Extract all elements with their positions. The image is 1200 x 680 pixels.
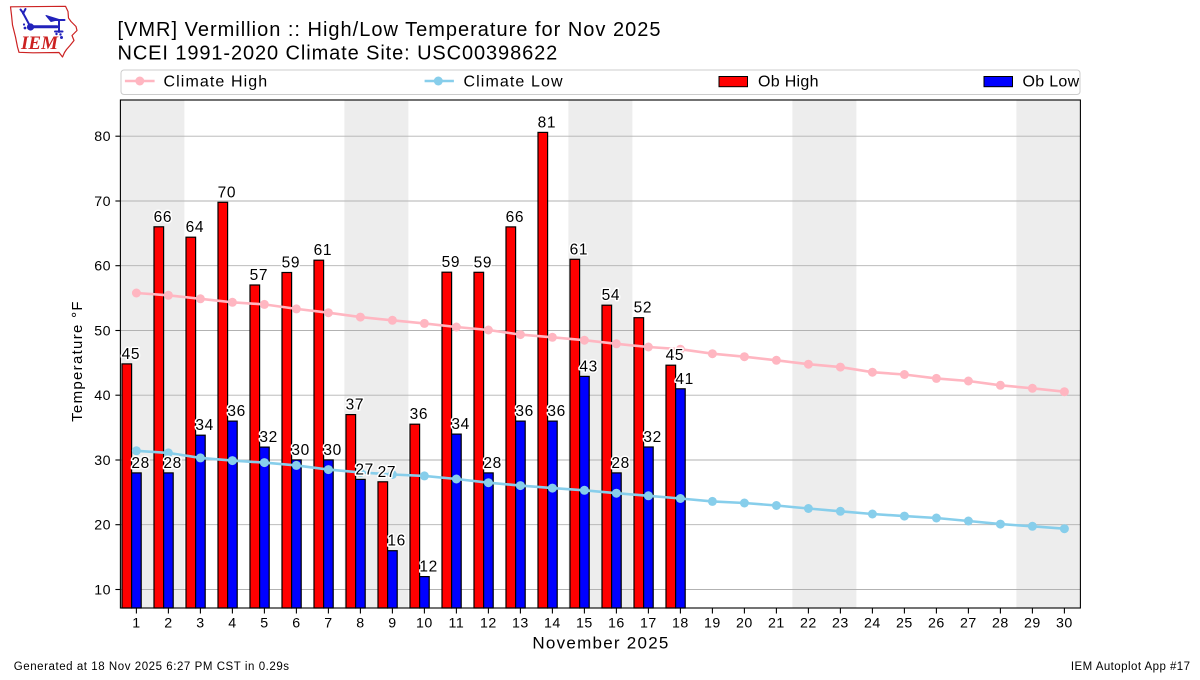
svg-text:59: 59 <box>442 254 461 271</box>
svg-text:November 2025: November 2025 <box>532 634 669 653</box>
svg-text:Climate High: Climate High <box>164 74 269 91</box>
svg-text:26: 26 <box>928 616 945 632</box>
svg-text:2: 2 <box>164 616 172 632</box>
svg-text:Temperature °F: Temperature °F <box>69 300 86 422</box>
svg-text:5: 5 <box>260 616 268 632</box>
svg-text:16: 16 <box>608 616 625 632</box>
svg-text:30: 30 <box>291 442 310 459</box>
svg-text:Ob Low: Ob Low <box>1023 74 1080 91</box>
svg-text:70: 70 <box>218 184 237 201</box>
svg-text:54: 54 <box>602 287 621 304</box>
svg-text:50: 50 <box>94 324 111 340</box>
svg-text:34: 34 <box>451 416 470 433</box>
svg-text:IEM Autoplot App #17: IEM Autoplot App #17 <box>1071 661 1191 673</box>
svg-text:59: 59 <box>474 254 493 271</box>
svg-text:36: 36 <box>547 403 566 420</box>
svg-text:37: 37 <box>346 397 365 414</box>
svg-text:1: 1 <box>132 616 140 632</box>
svg-text:40: 40 <box>94 388 111 404</box>
svg-text:70: 70 <box>94 194 111 210</box>
svg-text:7: 7 <box>324 616 332 632</box>
svg-text:28: 28 <box>131 455 150 472</box>
svg-text:18: 18 <box>672 616 689 632</box>
svg-text:16: 16 <box>387 533 406 550</box>
svg-text:41: 41 <box>675 371 694 388</box>
svg-text:19: 19 <box>704 616 721 632</box>
svg-text:20: 20 <box>736 616 753 632</box>
svg-text:21: 21 <box>768 616 785 632</box>
svg-text:45: 45 <box>122 346 141 363</box>
svg-text:8: 8 <box>356 616 364 632</box>
svg-text:32: 32 <box>643 429 662 446</box>
svg-text:59: 59 <box>282 255 301 272</box>
svg-text:27: 27 <box>960 616 977 632</box>
svg-text:81: 81 <box>538 114 557 131</box>
svg-text:52: 52 <box>634 300 653 317</box>
svg-text:43: 43 <box>579 358 598 375</box>
svg-text:10: 10 <box>416 616 433 632</box>
svg-text:61: 61 <box>570 241 589 258</box>
svg-text:25: 25 <box>896 616 913 632</box>
svg-text:20: 20 <box>94 518 111 534</box>
svg-text:36: 36 <box>515 403 534 420</box>
svg-text:27: 27 <box>355 461 374 478</box>
svg-text:12: 12 <box>480 616 497 632</box>
svg-text:57: 57 <box>250 267 269 284</box>
svg-text:80: 80 <box>94 129 111 145</box>
svg-text:28: 28 <box>483 455 502 472</box>
svg-text:60: 60 <box>94 259 111 275</box>
svg-text:45: 45 <box>666 347 685 364</box>
svg-text:15: 15 <box>576 616 593 632</box>
svg-text:61: 61 <box>314 242 333 259</box>
svg-text:36: 36 <box>227 403 246 420</box>
svg-text:13: 13 <box>512 616 529 632</box>
svg-text:28: 28 <box>992 616 1009 632</box>
svg-text:NCEI 1991-2020 Climate Site: U: NCEI 1991-2020 Climate Site: USC00398622 <box>118 43 559 65</box>
svg-text:64: 64 <box>186 219 205 236</box>
svg-text:Generated at 18 Nov 2025 6:27: Generated at 18 Nov 2025 6:27 PM CST in … <box>14 661 290 673</box>
svg-text:10: 10 <box>94 583 111 599</box>
svg-text:36: 36 <box>410 406 429 423</box>
svg-text:27: 27 <box>378 464 397 481</box>
svg-text:14: 14 <box>544 616 561 632</box>
svg-text:28: 28 <box>163 455 182 472</box>
svg-text:9: 9 <box>388 616 396 632</box>
svg-text:IEM: IEM <box>20 33 59 54</box>
svg-text:66: 66 <box>506 209 525 226</box>
svg-text:66: 66 <box>154 209 173 226</box>
svg-text:32: 32 <box>259 429 278 446</box>
svg-text:29: 29 <box>1024 616 1041 632</box>
svg-text:Ob High: Ob High <box>758 74 819 91</box>
svg-text:11: 11 <box>449 616 465 632</box>
svg-text:6: 6 <box>292 616 300 632</box>
svg-text:[VMR] Vermillion :: High/Low T: [VMR] Vermillion :: High/Low Temperature… <box>118 19 662 41</box>
svg-text:12: 12 <box>419 559 438 576</box>
svg-text:Climate Low: Climate Low <box>464 74 564 91</box>
svg-text:34: 34 <box>195 417 214 434</box>
svg-text:30: 30 <box>323 442 342 459</box>
svg-text:30: 30 <box>94 453 111 469</box>
svg-text:23: 23 <box>832 616 849 632</box>
svg-text:22: 22 <box>800 616 817 632</box>
svg-text:3: 3 <box>196 616 204 632</box>
svg-text:28: 28 <box>611 455 630 472</box>
svg-text:4: 4 <box>228 616 236 632</box>
svg-text:24: 24 <box>864 616 881 632</box>
svg-text:17: 17 <box>640 616 657 632</box>
svg-text:30: 30 <box>1056 616 1073 632</box>
